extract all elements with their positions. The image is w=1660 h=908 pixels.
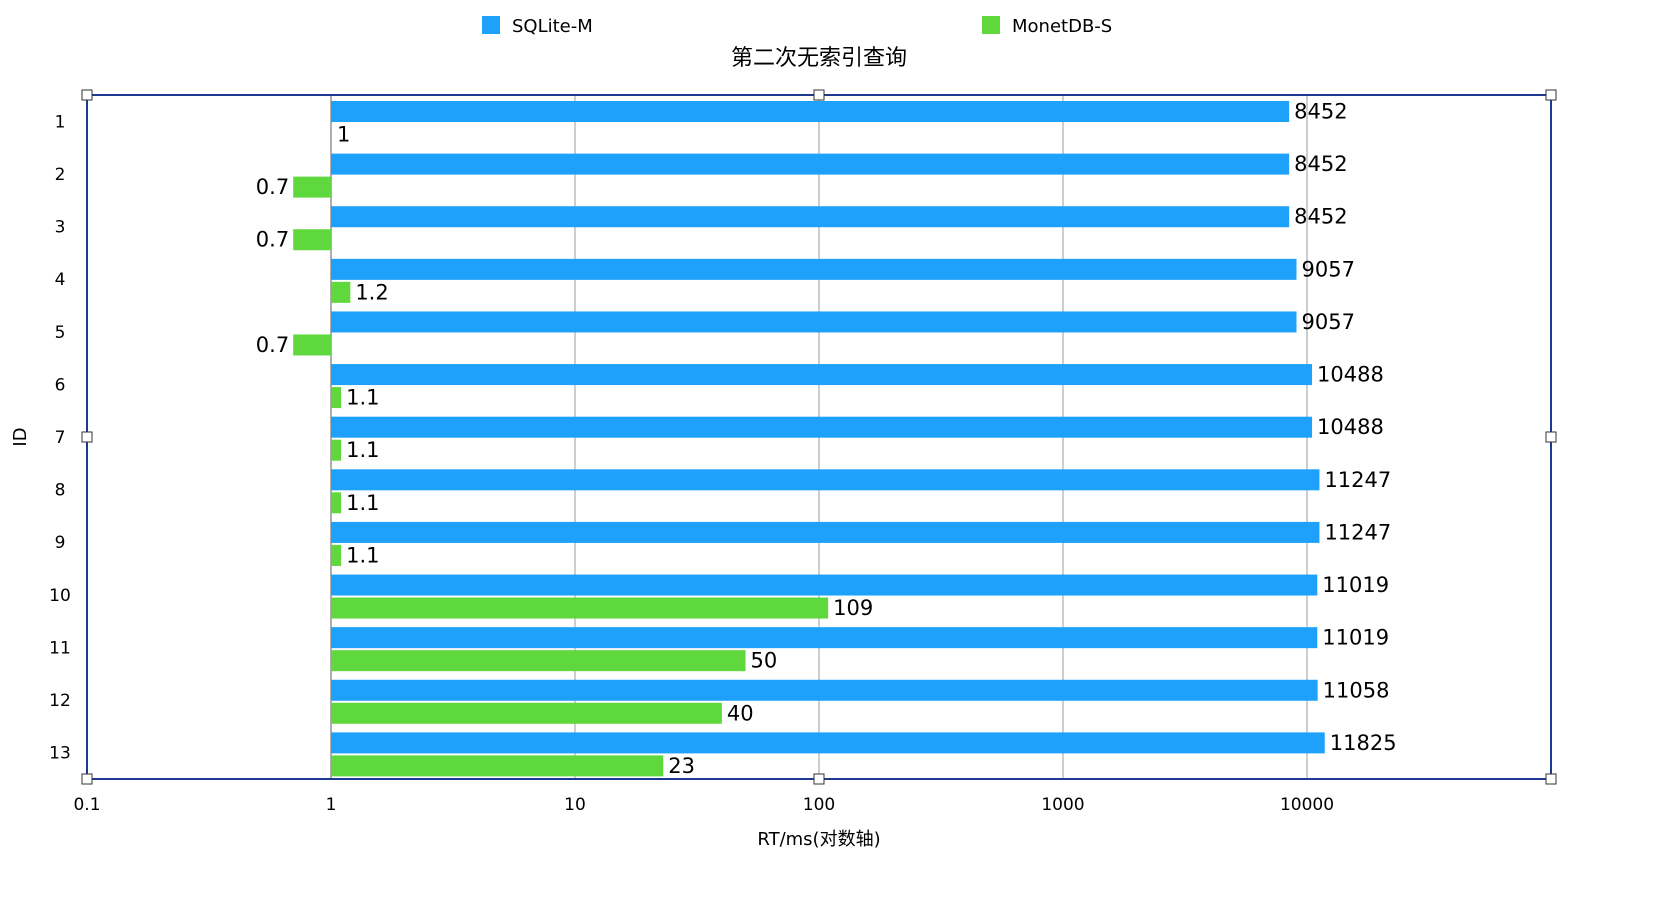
bar-monetdb (331, 650, 746, 672)
legend-label-monetdb: MonetDB-S (1012, 16, 1112, 37)
data-label: 1 (337, 123, 350, 147)
bar-sqlite (331, 206, 1290, 228)
data-label: 23 (668, 754, 695, 778)
bar-monetdb (331, 439, 342, 461)
data-label: 0.7 (256, 333, 289, 357)
bar-sqlite (331, 364, 1313, 386)
x-tick-label: 10000 (1280, 795, 1334, 815)
legend: SQLite-M MonetDB-S (482, 16, 1112, 37)
data-label: 10488 (1317, 415, 1384, 439)
y-category-label: 4 (55, 270, 66, 290)
y-category-label: 11 (49, 638, 71, 658)
bar-sqlite (331, 521, 1320, 543)
resize-handle[interactable] (81, 89, 93, 101)
x-tick-label: 10 (564, 795, 586, 815)
data-label: 1.1 (346, 438, 379, 462)
bar-monetdb (331, 544, 342, 566)
bar-sqlite (331, 416, 1313, 438)
resize-handle[interactable] (813, 773, 825, 785)
bar-sqlite (331, 311, 1297, 333)
x-tick-label: 0.1 (73, 795, 100, 815)
y-category-label: 8 (55, 481, 66, 501)
bar-sqlite (331, 469, 1320, 491)
data-label: 8452 (1294, 152, 1347, 176)
bar-monetdb (293, 229, 331, 251)
x-axis-label: RT/ms(对数轴) (757, 829, 880, 850)
selection-handles[interactable] (81, 89, 1557, 785)
resize-handle[interactable] (1545, 773, 1557, 785)
resize-handle[interactable] (81, 773, 93, 785)
data-label: 1.1 (346, 386, 379, 410)
bar-monetdb (331, 281, 351, 303)
y-category-label: 9 (55, 533, 66, 553)
data-label: 11825 (1330, 731, 1397, 755)
bar-monetdb (331, 387, 342, 409)
bar-sqlite (331, 574, 1318, 596)
y-category-label: 12 (49, 691, 71, 711)
data-label: 9057 (1302, 257, 1355, 281)
y-category-label: 2 (55, 165, 66, 185)
data-label: 1.2 (355, 280, 388, 304)
data-label: 8452 (1294, 205, 1347, 229)
y-category-label: 7 (55, 428, 66, 448)
resize-handle[interactable] (813, 89, 825, 101)
x-tick-label: 100 (803, 795, 835, 815)
x-tick-label: 1000 (1041, 795, 1084, 815)
legend-swatch-sqlite (482, 16, 500, 34)
data-label: 11019 (1322, 573, 1389, 597)
bar-sqlite (331, 258, 1297, 280)
value-labels: 8452 1 8452 0.7 8452 0.7 9057 1.2 9057 0.7 10488 1.… (256, 100, 1397, 778)
data-label: 1.1 (346, 491, 379, 515)
legend-swatch-monetdb (982, 16, 1000, 34)
data-label: 8452 (1294, 100, 1347, 124)
bar-sqlite (331, 679, 1318, 701)
y-category-label: 10 (49, 586, 71, 606)
bar-sqlite (331, 732, 1325, 754)
x-tick-label: 1 (326, 795, 337, 815)
bar-sqlite (331, 101, 1290, 122)
bar-sqlite (331, 153, 1290, 175)
bar-monetdb (293, 334, 331, 356)
data-label: 11247 (1324, 520, 1391, 544)
bar-monetdb (331, 702, 722, 724)
resize-handle[interactable] (81, 431, 93, 443)
y-category-label: 3 (55, 218, 66, 238)
data-label: 109 (833, 596, 873, 620)
resize-handle[interactable] (1545, 89, 1557, 101)
y-category-label: 13 (49, 744, 71, 764)
bar-sqlite (331, 627, 1318, 649)
chart-title: 第二次无索引查询 (731, 46, 907, 71)
bar-monetdb (293, 176, 331, 198)
data-label: 9057 (1302, 310, 1355, 334)
data-label: 40 (727, 701, 754, 725)
y-category-label: 5 (55, 323, 66, 343)
data-label: 0.7 (256, 228, 289, 252)
data-label: 11247 (1324, 468, 1391, 492)
data-label: 11019 (1322, 626, 1389, 650)
data-label: 11058 (1323, 678, 1390, 702)
y-category-label: 6 (55, 375, 66, 395)
bar-monetdb (331, 492, 342, 514)
y-category-label: 1 (55, 112, 66, 132)
data-label: 10488 (1317, 363, 1384, 387)
data-label: 0.7 (256, 175, 289, 199)
legend-label-sqlite: SQLite-M (512, 16, 593, 37)
bar-monetdb (331, 597, 829, 619)
x-tick-labels: 0.1 1 10 100 1000 10000 (73, 795, 1334, 815)
resize-handle[interactable] (1545, 431, 1557, 443)
bars (293, 101, 1325, 777)
data-label: 1.1 (346, 543, 379, 567)
y-axis-label: ID (10, 427, 31, 446)
data-label: 50 (751, 649, 778, 673)
bar-monetdb (331, 755, 664, 777)
